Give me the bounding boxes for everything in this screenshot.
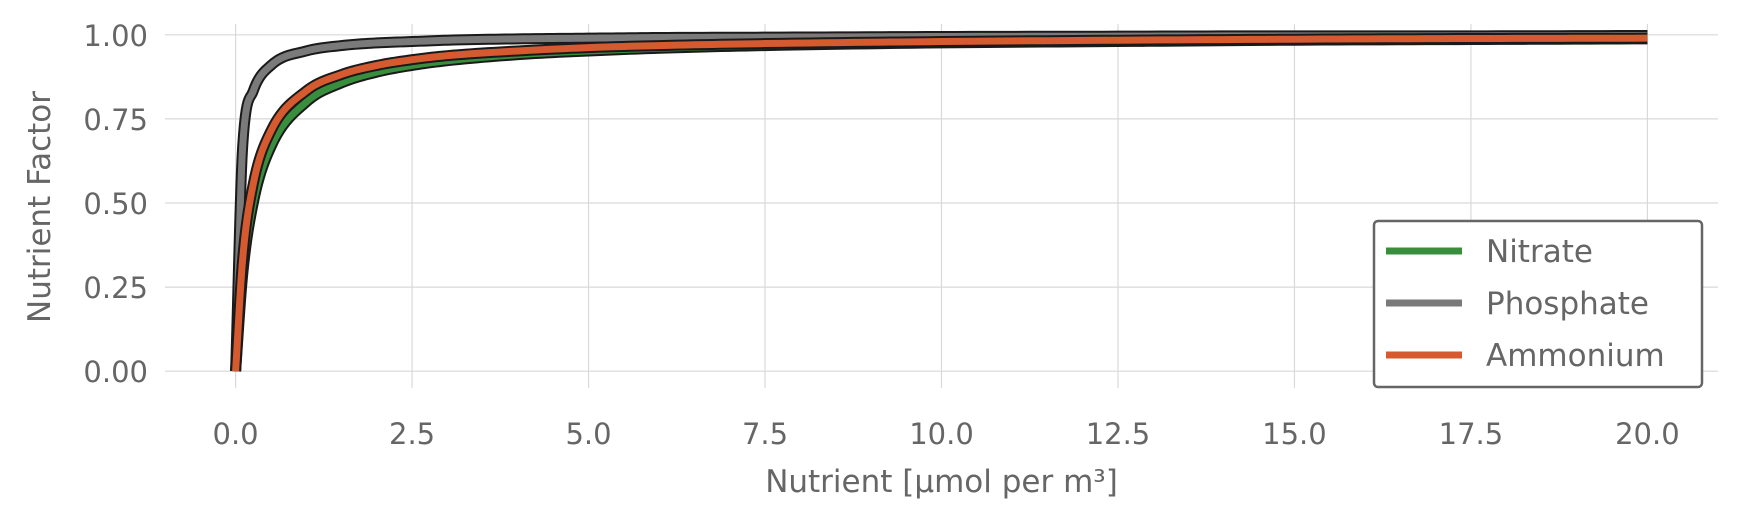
y-axis-label: Nutrient Factor	[22, 91, 58, 323]
y-tick-label: 1.00	[83, 19, 148, 53]
x-tick-label: 5.0	[565, 417, 611, 451]
legend-label-ammonium: Ammonium	[1486, 338, 1665, 374]
legend-label-phosphate: Phosphate	[1486, 286, 1649, 322]
x-tick-label: 0.0	[213, 417, 259, 451]
y-tick-label: 0.00	[83, 355, 148, 389]
x-tick-label: 10.0	[909, 417, 974, 451]
ammonium-line	[232, 34, 1648, 372]
y-tick-label: 0.75	[83, 103, 148, 137]
series-lines	[230, 29, 1648, 372]
y-tick-label: 0.25	[83, 271, 148, 305]
legend-box	[1372, 219, 1704, 389]
legend-label-nitrate: Nitrate	[1486, 234, 1593, 270]
x-tick-label: 2.5	[389, 417, 435, 451]
y-tick-label: 0.50	[83, 187, 148, 221]
x-axis-label: Nutrient [µmol per m³]	[765, 464, 1118, 500]
x-tick-label: 17.5	[1439, 417, 1504, 451]
legend: Nitrate Phosphate Ammonium	[1372, 219, 1704, 389]
tick-labels: 0.0 2.5 5.0 7.5 10.0 12.5 15.0 17.5 20.0 0.00 0.25…	[83, 19, 1679, 451]
x-tick-label: 7.5	[742, 417, 788, 451]
x-tick-label: 12.5	[1086, 417, 1151, 451]
x-tick-label: 15.0	[1262, 417, 1327, 451]
x-tick-label: 20.0	[1615, 417, 1680, 451]
